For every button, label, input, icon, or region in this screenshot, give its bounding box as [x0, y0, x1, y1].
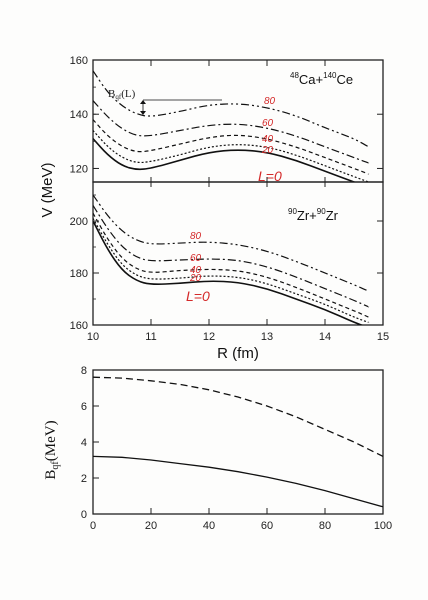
mid-y-tick-label: 180	[70, 268, 88, 280]
top-y-tick-label: 160	[70, 55, 88, 67]
top-series-80-line	[93, 70, 370, 148]
barrier-annotation: Bqf(L)	[108, 88, 222, 115]
bottom-y-tick-label: 2	[81, 473, 87, 485]
bottom-x-ticks: 0 20 40 60 80 100	[90, 508, 392, 532]
bqf-annotation-label: Bqf(L)	[108, 88, 136, 101]
mid-curve-label: 80	[190, 231, 202, 242]
mid-y-tick-label: 160	[70, 320, 88, 332]
y-axis-label-bqf: Bqf(MeV)	[43, 420, 61, 479]
mid-series-60-line	[93, 205, 370, 308]
middle-x-tick-label: 10	[87, 331, 99, 343]
top-series-l0-line	[93, 138, 357, 182]
bottom-panel-frame	[92, 369, 384, 515]
mid-y-tick-label: 200	[70, 216, 88, 228]
x-axis-label-r: R (fm)	[217, 345, 259, 362]
mid-series-20-line	[93, 218, 370, 323]
middle-x-tick-label: 13	[261, 331, 273, 343]
top-curve-label: 60	[262, 118, 274, 129]
mid-series-40-line	[93, 212, 370, 318]
bottom-x-tick-label: 100	[374, 520, 392, 532]
bottom-panel: 0 2 4 6 8 0 20 40 60 80 100 Bqf(MeV)	[43, 365, 392, 532]
mid-curve-label: 20	[189, 273, 202, 284]
barrier-arrow-up	[140, 100, 146, 104]
middle-system-label: 90Zr+90Zr	[288, 207, 339, 223]
mid-curve-label: 40	[190, 265, 202, 276]
middle-x-tick-label: 12	[203, 331, 215, 343]
top-curve-label: 20	[261, 145, 274, 156]
mid-curve-label: L=0	[186, 288, 210, 304]
top-curve-label: L=0	[258, 168, 282, 184]
bottom-dashed-line	[92, 376, 384, 457]
y-axis-label-v: V (MeV)	[39, 162, 56, 217]
bottom-x-tick-label: 40	[203, 520, 215, 532]
top-y-ticks: 120 140 160	[70, 55, 383, 175]
mid-series-l0-line	[93, 220, 364, 325]
barrier-arrow-down	[140, 111, 146, 115]
top-series-40-line	[93, 119, 370, 175]
middle-x-tick-label: 14	[319, 331, 331, 343]
bottom-y-tick-label: 0	[81, 509, 87, 521]
mid-curve-label: 60	[190, 253, 202, 264]
top-series-20-line	[93, 130, 370, 182]
bottom-x-tick-label: 80	[319, 520, 331, 532]
bottom-y-tick-label: 4	[81, 437, 87, 449]
bottom-x-tick-label: 0	[90, 520, 96, 532]
top-system-label: 48Ca+140Ce	[290, 71, 353, 87]
bottom-solid-line	[92, 455, 384, 508]
bottom-y-tick-label: 6	[81, 401, 87, 413]
top-y-tick-label: 140	[70, 109, 88, 121]
top-curve-label: 80	[264, 96, 276, 107]
middle-x-tick-label: 15	[377, 331, 389, 343]
bottom-x-tick-label: 60	[261, 520, 273, 532]
mid-series-80-line	[93, 194, 370, 292]
middle-x-ticks: 10 11 12 13 14 15	[87, 60, 389, 343]
bottom-y-tick-label: 8	[81, 365, 87, 377]
top-y-tick-label: 120	[70, 163, 88, 175]
middle-y-ticks: 160 180 200	[70, 194, 383, 332]
top-series-60-line	[93, 100, 370, 164]
middle-panel-frame	[92, 181, 384, 326]
bottom-y-ticks: 0 2 4 6 8	[81, 365, 99, 521]
middle-x-tick-label: 11	[145, 331, 156, 343]
bottom-x-tick-label: 20	[145, 520, 157, 532]
bottom-curves	[92, 376, 384, 508]
top-curve-label: 40	[262, 134, 274, 145]
